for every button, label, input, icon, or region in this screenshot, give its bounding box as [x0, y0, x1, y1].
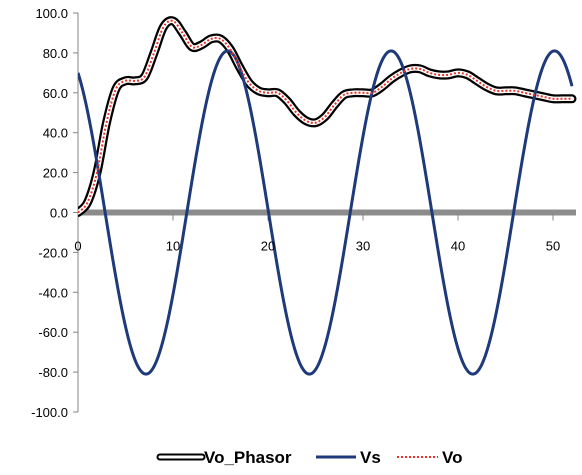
y-tick-label: 0.0 — [50, 206, 68, 221]
y-tick-label: -40.0 — [38, 285, 68, 300]
y-tick-label: -20.0 — [38, 245, 68, 260]
x-tick-label: 50 — [546, 239, 560, 254]
x-tick-label: 10 — [166, 239, 180, 254]
series-vo-phasor-core — [78, 18, 575, 215]
y-tick-label: -60.0 — [38, 325, 68, 340]
y-tick-label: 20.0 — [43, 166, 68, 181]
x-tick-label: 20 — [261, 239, 275, 254]
x-tick-label: 40 — [451, 239, 465, 254]
y-tick-label: 40.0 — [43, 126, 68, 141]
series-layer — [78, 16, 577, 376]
legend-label-vo-phasor: Vo_Phasor — [204, 448, 292, 467]
y-tick-label: 100.0 — [35, 6, 68, 21]
x-tick-label: 0 — [74, 239, 81, 254]
legend: Vo_Phasor Vs Vo — [156, 448, 462, 467]
legend-label-vo: Vo — [442, 448, 462, 467]
tick-labels: 100.0 80.0 60.0 40.0 20.0 0.0 -20.0 -40.0 -60.0 -… — [31, 6, 560, 420]
y-tick-label: 80.0 — [43, 46, 68, 61]
x-tick-label: 30 — [356, 239, 370, 254]
y-tick-label: -100.0 — [31, 405, 68, 420]
y-tick-label: 60.0 — [43, 86, 68, 101]
legend-label-vs: Vs — [360, 448, 381, 467]
series-vs-line — [78, 49, 574, 376]
y-tick-label: -80.0 — [38, 365, 68, 380]
